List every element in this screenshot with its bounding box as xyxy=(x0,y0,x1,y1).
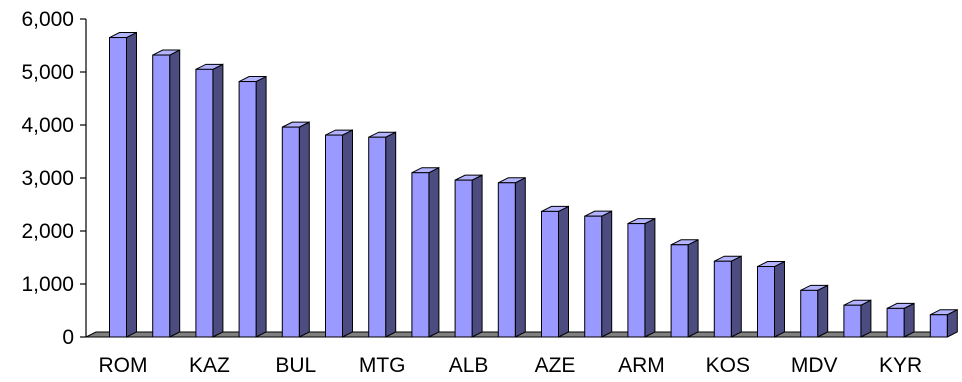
bar-front-face xyxy=(152,54,171,338)
bar-side-face xyxy=(169,49,181,338)
bar-front-face xyxy=(454,179,473,338)
y-tick-label: 0 xyxy=(62,326,74,349)
bar-side-face xyxy=(687,238,699,338)
y-tick-label: 1,000 xyxy=(21,273,74,296)
bar-side-face xyxy=(385,131,397,338)
bar-side-face xyxy=(774,260,785,338)
bar-side-face xyxy=(817,284,829,338)
bar xyxy=(325,129,353,338)
bar-side-face xyxy=(298,121,310,338)
bar xyxy=(541,205,569,338)
bar-side-face xyxy=(514,176,526,338)
x-category-label: KAZ xyxy=(189,354,230,377)
y-tick-label: 2,000 xyxy=(21,220,74,243)
bar-front-face xyxy=(325,134,343,338)
bar xyxy=(281,121,310,338)
bar-side-face xyxy=(860,299,872,338)
bar-front-face xyxy=(368,136,387,338)
bar xyxy=(454,174,483,338)
bar-side-face xyxy=(428,166,440,338)
bar xyxy=(757,260,785,338)
bar-side-face xyxy=(212,63,224,338)
bar xyxy=(843,299,872,338)
bar xyxy=(411,166,440,338)
bar-front-face xyxy=(281,126,300,338)
bar xyxy=(670,238,699,338)
bar-front-face xyxy=(886,307,905,338)
bar xyxy=(800,284,829,338)
bar-front-face xyxy=(929,314,948,338)
bar-series xyxy=(109,31,958,338)
bar-side-face xyxy=(903,302,915,338)
bar-side-face xyxy=(730,255,742,338)
bar-front-face xyxy=(627,223,646,338)
bar-side-face xyxy=(644,217,656,338)
bar-front-face xyxy=(238,81,257,338)
bar xyxy=(886,302,915,338)
y-tick-label: 4,000 xyxy=(21,114,74,137)
bar xyxy=(497,176,526,338)
y-tick-label: 3,000 xyxy=(21,167,74,190)
bar-front-face xyxy=(757,266,775,338)
bar-front-face xyxy=(497,182,516,338)
bar-side-face xyxy=(558,205,569,338)
bar-front-face xyxy=(584,215,603,338)
bar-side-face xyxy=(255,75,267,338)
x-category-label: ROM xyxy=(99,354,148,377)
bar-front-face xyxy=(800,289,819,338)
bar xyxy=(584,210,613,338)
bar-front-face xyxy=(109,37,127,338)
bar-front-face xyxy=(541,210,559,338)
y-tick-label: 6,000 xyxy=(21,8,74,31)
bar xyxy=(368,131,397,338)
x-category-label: ARM xyxy=(618,354,665,377)
x-axis-labels: ROM KAZ BUL MTG ALB AZE ARM KOS MDV KYR xyxy=(99,354,923,377)
bar-side-face xyxy=(471,174,483,338)
bar-front-face xyxy=(195,68,214,338)
bar xyxy=(195,63,224,338)
bar-front-face xyxy=(713,260,732,338)
bar xyxy=(238,75,267,338)
bar-front-face xyxy=(843,304,862,338)
x-category-label: MDV xyxy=(791,354,838,377)
x-category-label: AZE xyxy=(535,354,576,377)
x-category-label: MTG xyxy=(359,354,406,377)
bar xyxy=(109,31,137,338)
bar xyxy=(152,49,181,338)
x-category-label: ALB xyxy=(449,354,489,377)
y-tick-label: 5,000 xyxy=(21,61,74,84)
y-axis: 0 1,000 2,000 3,000 4,000 5,000 6,000 xyxy=(21,8,87,349)
x-category-label: BUL xyxy=(275,354,316,377)
bar-side-face xyxy=(342,129,353,338)
bar-front-face xyxy=(670,244,689,338)
bar xyxy=(929,308,958,338)
x-category-label: KOS xyxy=(706,354,750,377)
bar xyxy=(627,217,656,338)
bar-side-face xyxy=(601,210,613,338)
bar-side-face xyxy=(126,31,137,338)
bar-front-face xyxy=(411,172,430,338)
bar xyxy=(713,255,742,338)
x-category-label: KYR xyxy=(879,354,922,377)
